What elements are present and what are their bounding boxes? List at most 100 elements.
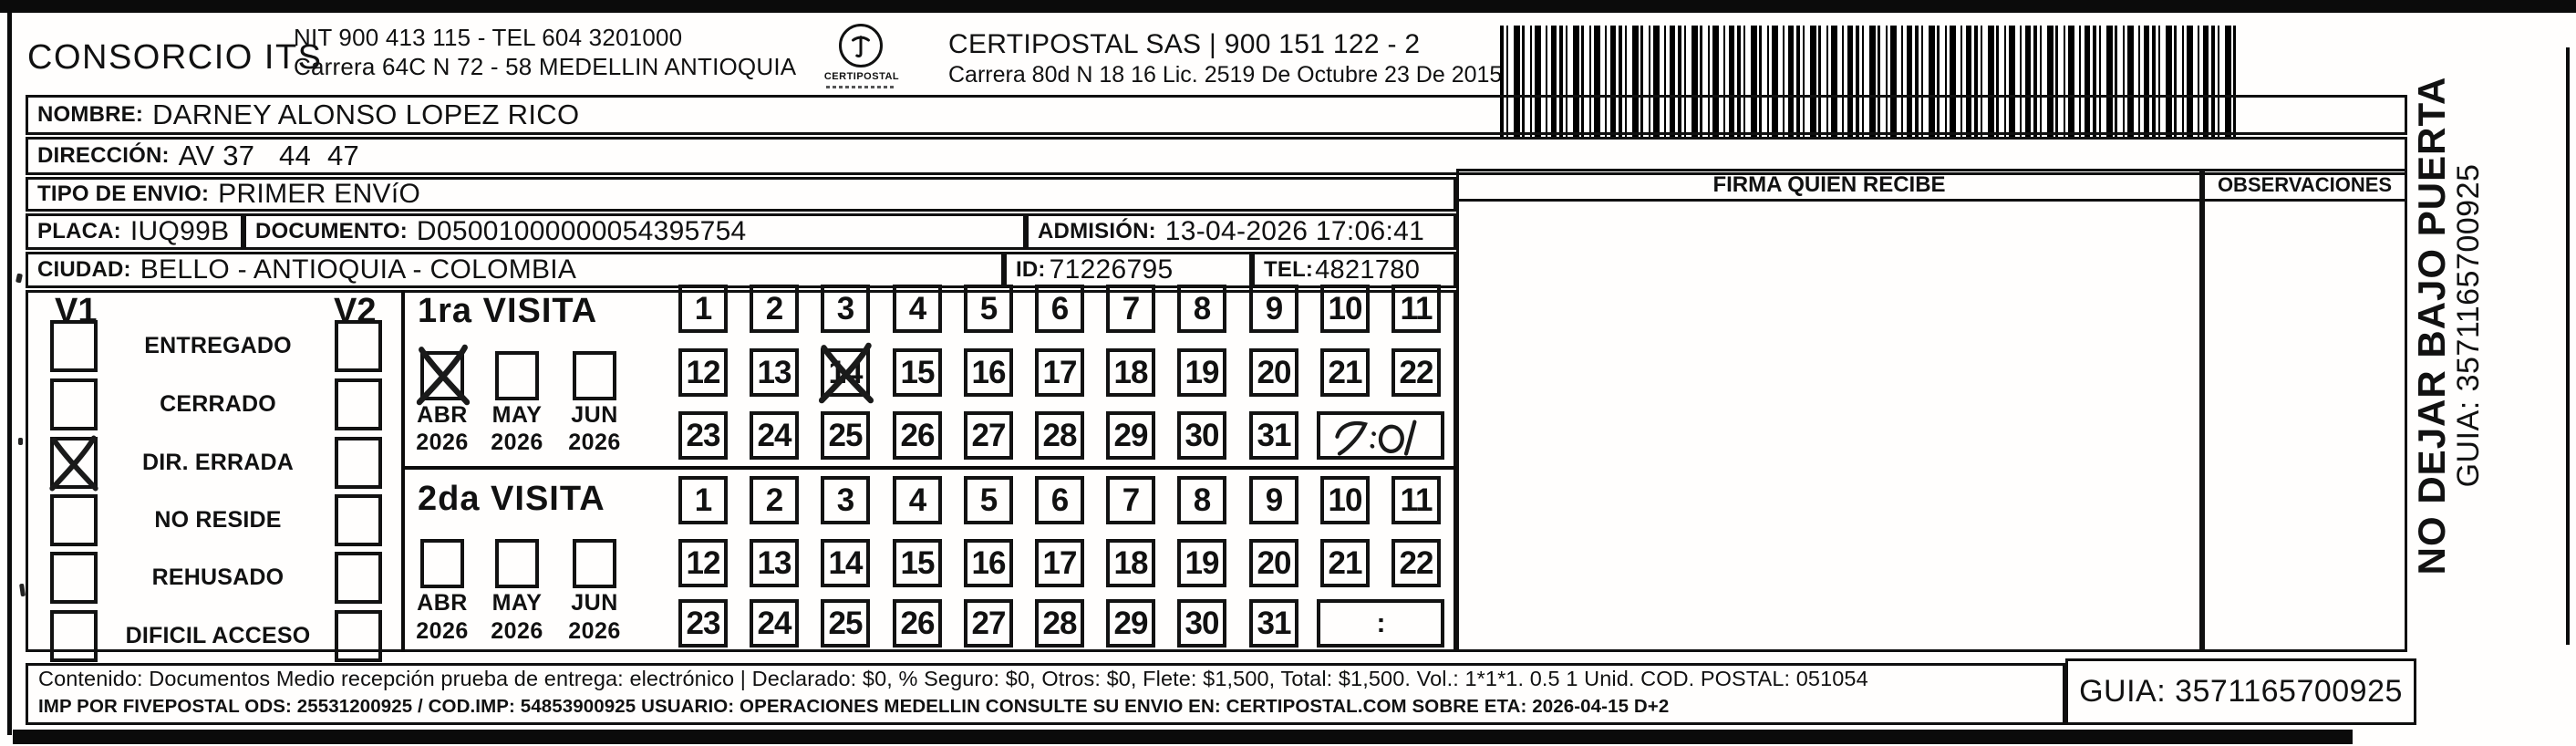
- visita1-day-3: 3: [821, 285, 870, 333]
- contenido-box: [26, 663, 2065, 725]
- tel-label: TEL:: [1264, 257, 1314, 282]
- observaciones-header: OBSERVACIONES: [2202, 169, 2407, 202]
- status-label-dificil-acceso: DIFICIL ACCESO: [125, 623, 311, 648]
- visita2-time-box: :: [1317, 599, 1444, 648]
- visita2-day-4: 4: [893, 476, 942, 524]
- visita2-day-6: 6: [1035, 476, 1084, 524]
- guia-box: GUIA: 3571165700925: [2065, 658, 2416, 725]
- company-name: CONSORCIO ITS: [27, 38, 323, 77]
- visita2-day-15: 15: [893, 539, 942, 587]
- visita1-month-jun-label: JUN: [571, 402, 618, 428]
- visita2-day-27: 27: [964, 599, 1013, 648]
- ciudad-label: CIUDAD:: [37, 257, 131, 282]
- visita1-day-8: 8: [1177, 285, 1226, 333]
- observaciones-area: [2202, 199, 2407, 652]
- visita2-day-2: 2: [750, 476, 799, 524]
- visita1-month-abr-label: ABR: [417, 402, 468, 428]
- visita2-day-29: 29: [1106, 599, 1155, 648]
- visita1-day-15: 15: [893, 348, 942, 397]
- visita1-day-12: 12: [678, 348, 728, 397]
- ciudad-value: BELLO - ANTIOQUIA - COLOMBIA: [140, 254, 577, 285]
- visita2-day-22: 22: [1391, 539, 1441, 587]
- visita2-month-may-label: MAY: [491, 590, 543, 616]
- v2-checkbox-no-reside: [335, 494, 382, 546]
- status-label-dir-errada: DIR. ERRADA: [141, 450, 295, 475]
- visita2-day-12: 12: [678, 539, 728, 587]
- visita2-day-26: 26: [893, 599, 942, 648]
- side-warning: NO DEJAR BAJO PUERTA: [2410, 76, 2453, 575]
- certipostal-line-1: CERTIPOSTAL SAS | 900 151 122 - 2: [948, 29, 1421, 59]
- direccion-value: AV 37 44 47: [178, 140, 360, 171]
- admision-value: 13-04-2026 17:06:41: [1164, 216, 1425, 246]
- visita2-title: 2da VISITA: [418, 480, 605, 518]
- visita1-day-19: 19: [1177, 348, 1226, 397]
- visita1-day-6: 6: [1035, 285, 1084, 333]
- v1-checkbox-dificil-acceso: [50, 610, 98, 662]
- visita1-day-24: 24: [750, 411, 799, 460]
- visita1-day-18: 18: [1106, 348, 1155, 397]
- admision-label: ADMISIÓN:: [1038, 219, 1156, 243]
- visita2-day-30: 30: [1177, 599, 1226, 648]
- status-label-rehusado: REHUSADO: [151, 565, 284, 590]
- scan-artifact: [18, 438, 23, 445]
- visita1-day-5: 5: [964, 285, 1013, 333]
- visita2-month-abr-checkbox: [420, 539, 464, 588]
- visita1-month-abr-checkbox: [420, 351, 464, 400]
- visita1-day-30: 30: [1177, 411, 1226, 460]
- visita1-month-may-label: MAY: [491, 402, 543, 428]
- v1-checkbox-no-reside: [50, 494, 98, 546]
- v2-checkbox-dificil-acceso: [335, 610, 382, 662]
- documento-label: DOCUMENTO:: [255, 219, 408, 243]
- v1-checkbox-dir-errada: [50, 437, 98, 489]
- placa-value: IUQ99B: [129, 216, 230, 246]
- visita1-day-28: 28: [1035, 411, 1084, 460]
- visita2-year-label-2: 2026: [568, 618, 621, 644]
- visita1-day-1: 1: [678, 285, 728, 333]
- visita1-month-abr-checkmark: [412, 342, 474, 408]
- id-cell: ID: 71226795: [1004, 252, 1252, 288]
- visita1-year-label-0: 2026: [416, 430, 469, 455]
- visita1-day-29: 29: [1106, 411, 1155, 460]
- scan-top-bar: [0, 0, 2576, 13]
- side-guia: GUIA: 3571165700925: [2451, 163, 2487, 488]
- firma-area: [1456, 199, 2202, 652]
- ciudad-cell: CIUDAD: BELLO - ANTIOQUIA - COLOMBIA: [26, 252, 1004, 288]
- visita2-day-18: 18: [1106, 539, 1155, 587]
- visita1-day-14-checkmark: [814, 340, 878, 406]
- visita1-day-22: 22: [1391, 348, 1441, 397]
- documento-value: D05001000000054395754: [416, 216, 747, 246]
- visita1-year-label-2: 2026: [568, 430, 621, 455]
- direccion-label: DIRECCIÓN:: [37, 143, 170, 168]
- visita1-year-label-1: 2026: [491, 430, 543, 455]
- nit-line-1: NIT 900 413 115 - TEL 604 3201000: [294, 24, 683, 51]
- status-label-entregado: ENTREGADO: [144, 333, 292, 358]
- visita1-day-10: 10: [1320, 285, 1370, 333]
- visita2-day-16: 16: [964, 539, 1013, 587]
- visita2-day-5: 5: [964, 476, 1013, 524]
- v1-checkbox-rehusado: [50, 552, 98, 604]
- visita2-day-14: 14: [821, 539, 870, 587]
- nit-line-2: Carrera 64C N 72 - 58 MEDELLIN ANTIOQUIA: [294, 53, 797, 80]
- firma-header: FIRMA QUIEN RECIBE: [1456, 169, 2202, 202]
- visita2-day-21: 21: [1320, 539, 1370, 587]
- visita1-time-box: [1317, 411, 1444, 460]
- documento-cell: DOCUMENTO: D05001000000054395754: [243, 213, 1026, 250]
- side-text-block: NO DEJAR BAJO PUERTA GUIA: 3571165700925: [2410, 57, 2528, 595]
- v2-checkbox-rehusado: [335, 552, 382, 604]
- visita1-title: 1ra VISITA: [418, 292, 598, 330]
- scan-left-border: [7, 13, 12, 735]
- visita2-day-10: 10: [1320, 476, 1370, 524]
- v2-checkbox-dir-errada: [335, 437, 382, 489]
- v2-checkbox-cerrado: [335, 378, 382, 430]
- nombre-label: NOMBRE:: [37, 102, 144, 127]
- scan-artifact: [19, 583, 26, 597]
- scan-right-border: [2566, 47, 2570, 645]
- nombre-row: NOMBRE: DARNEY ALONSO LOPEZ RICO: [26, 95, 2407, 135]
- visita1-day-27: 27: [964, 411, 1013, 460]
- visita1-day-20: 20: [1249, 348, 1298, 397]
- placa-label: PLACA:: [37, 219, 121, 243]
- visits-section: [26, 290, 1456, 652]
- visita2-month-jun-label: JUN: [571, 590, 618, 616]
- status-label-cerrado: CERRADO: [160, 391, 276, 417]
- visita2-day-8: 8: [1177, 476, 1226, 524]
